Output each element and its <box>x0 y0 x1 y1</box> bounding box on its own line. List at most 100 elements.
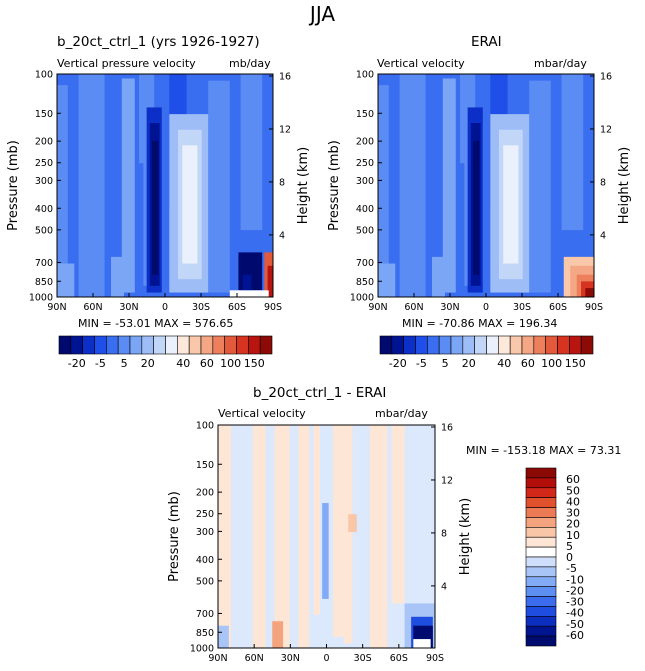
y-right-tick-label: 4 <box>441 581 447 592</box>
colorbar-label: 20 <box>141 357 155 370</box>
y-right-tick-label: 8 <box>441 528 447 539</box>
x-tick-label: 90S <box>264 302 282 313</box>
colorbar-label: 40 <box>497 357 511 370</box>
colorbar-swatch <box>525 517 557 528</box>
colorbar-swatch <box>525 556 557 568</box>
colorbar-label: 5 <box>566 540 573 553</box>
y-tick-label: 850 <box>356 277 374 288</box>
contour-region <box>378 85 389 286</box>
y-tick-label: 400 <box>196 555 214 566</box>
contour-region <box>298 425 310 648</box>
contour-region <box>442 78 456 293</box>
y-right-tick-label: 4 <box>600 230 606 241</box>
contour-region <box>218 625 229 648</box>
contour-region <box>267 265 273 297</box>
panel2-subtitle-right: mbar/day <box>534 57 587 70</box>
contour-region <box>503 145 519 264</box>
colorbar-label: -50 <box>566 618 584 631</box>
x-tick-label: 90S <box>426 653 444 664</box>
y-right-tick-label: 12 <box>279 124 291 135</box>
colorbar-swatch <box>580 335 594 355</box>
x-tick-label: 30N <box>119 302 138 313</box>
x-tick-label: 60S <box>549 302 567 313</box>
colorbar-swatch <box>525 487 557 498</box>
contour-region <box>240 74 263 231</box>
y-tick-label: 100 <box>196 421 214 432</box>
colorbar-label: 50 <box>566 484 580 497</box>
colorbar-label: 5 <box>121 357 128 370</box>
contour-region <box>585 288 594 297</box>
y-tick-label: 100 <box>35 70 53 81</box>
colorbar-label: -5 <box>416 357 427 370</box>
contour-region <box>391 425 405 604</box>
y-tick-label: 300 <box>356 176 374 187</box>
contour-region <box>272 621 284 648</box>
y-tick-label: 150 <box>356 109 374 120</box>
contour-region <box>322 503 329 599</box>
colorbar-label: -20 <box>566 584 584 597</box>
contour-region <box>242 274 252 291</box>
colorbar-swatch <box>525 507 557 518</box>
contour-region <box>333 425 344 637</box>
contour-region <box>369 425 388 648</box>
colorbar-swatch <box>525 467 557 479</box>
x-tick-label: 90N <box>368 302 387 313</box>
y-tick-label: 200 <box>356 137 374 148</box>
contour-region <box>111 256 124 297</box>
x-tick-label: 60S <box>228 302 246 313</box>
panel1-title: b_20ct_ctrl_1 (yrs 1926-1927) <box>57 34 260 50</box>
contour-region <box>229 290 269 297</box>
colorbar-swatch <box>525 527 557 538</box>
contour-region <box>561 74 584 231</box>
y-tick-label: 500 <box>196 576 214 587</box>
y-right-axis-label: Height (km) <box>458 498 473 575</box>
contour-region <box>78 74 105 297</box>
x-tick-label: 30S <box>192 302 210 313</box>
contour-region <box>57 85 68 286</box>
colorbar-label: 100 <box>541 357 562 370</box>
y-tick-label: 100 <box>356 70 374 81</box>
panel3-subtitle-right: mbar/day <box>375 407 428 420</box>
colorbar-swatch <box>525 536 557 548</box>
y-axis-label: Pressure (mb) <box>327 140 342 231</box>
colorbar-label: 60 <box>521 357 535 370</box>
panel3-title: b_20ct_ctrl_1 - ERAI <box>253 385 387 401</box>
contour-region <box>218 425 232 648</box>
contour-region <box>343 425 353 644</box>
y-axis-label: Pressure (mb) <box>167 491 182 582</box>
contour-region <box>182 145 198 264</box>
y-tick-label: 700 <box>35 258 53 269</box>
colorbar-label: 40 <box>566 495 580 508</box>
y-right-axis-label: Height (km) <box>296 147 311 224</box>
x-tick-label: 0 <box>483 302 489 313</box>
x-tick-label: 60N <box>83 302 102 313</box>
x-tick-label: 30N <box>281 653 300 664</box>
colorbar-swatch <box>525 477 557 489</box>
contour-region <box>208 80 230 293</box>
colorbar-swatch <box>525 586 557 597</box>
y-right-tick-label: 8 <box>279 177 285 188</box>
y-tick-label: 850 <box>35 277 53 288</box>
colorbar-swatch <box>525 576 557 587</box>
x-tick-label: 30S <box>354 653 372 664</box>
y-right-tick-label: 16 <box>600 72 612 83</box>
contour-region <box>121 78 135 293</box>
colorbar-label: 20 <box>566 518 580 531</box>
y-tick-label: 200 <box>196 488 214 499</box>
colorbar-swatch <box>259 335 273 355</box>
contour-region <box>529 80 551 293</box>
colorbar-swatch <box>525 566 557 578</box>
y-tick-label: 700 <box>356 258 374 269</box>
y-tick-label: 1000 <box>29 293 53 304</box>
colorbar-label: 100 <box>220 357 241 370</box>
y-axis-label: Pressure (mb) <box>6 140 21 231</box>
colorbar-swatch <box>525 546 557 558</box>
y-tick-label: 1000 <box>350 293 374 304</box>
colorbar-swatch <box>525 635 557 647</box>
y-right-tick-label: 16 <box>441 423 453 434</box>
colorbar-label: 150 <box>244 357 265 370</box>
y-tick-label: 400 <box>35 204 53 215</box>
colorbar-label: -60 <box>566 629 584 642</box>
